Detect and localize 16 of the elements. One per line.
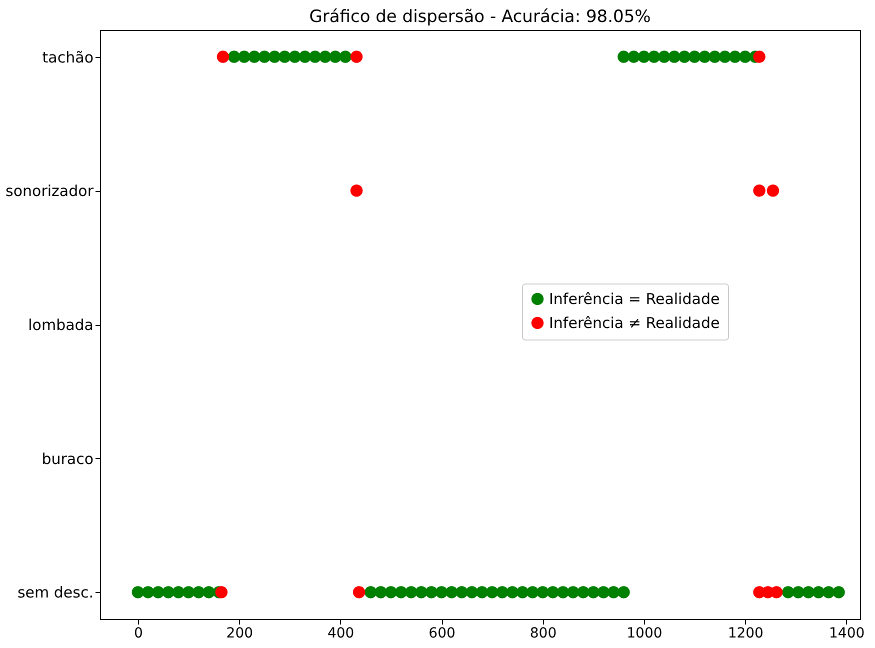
x-tick-label: 800	[530, 626, 557, 642]
x-tick-label: 1400	[829, 626, 865, 642]
y-tick-label: sem desc.	[17, 584, 94, 602]
x-tick-label: 0	[134, 626, 143, 642]
legend-label: Inferência ≠ Realidade	[549, 314, 720, 332]
y-tick-label: sonorizador	[6, 182, 94, 200]
y-tick-label: lombada	[28, 316, 94, 334]
x-tick-label: 600	[428, 626, 456, 642]
legend-label: Inferência = Realidade	[549, 290, 720, 308]
x-tick-label: 1200	[728, 626, 764, 642]
y-tick-label: tachão	[42, 48, 94, 66]
x-tick-label: 400	[327, 626, 354, 642]
x-tick-label: 200	[226, 626, 254, 642]
x-tick-label: 1000	[626, 626, 662, 642]
y-tick-label: buraco	[42, 450, 94, 468]
chart-title: Gráfico de dispersão - Acurácia: 98.05%	[309, 7, 651, 27]
